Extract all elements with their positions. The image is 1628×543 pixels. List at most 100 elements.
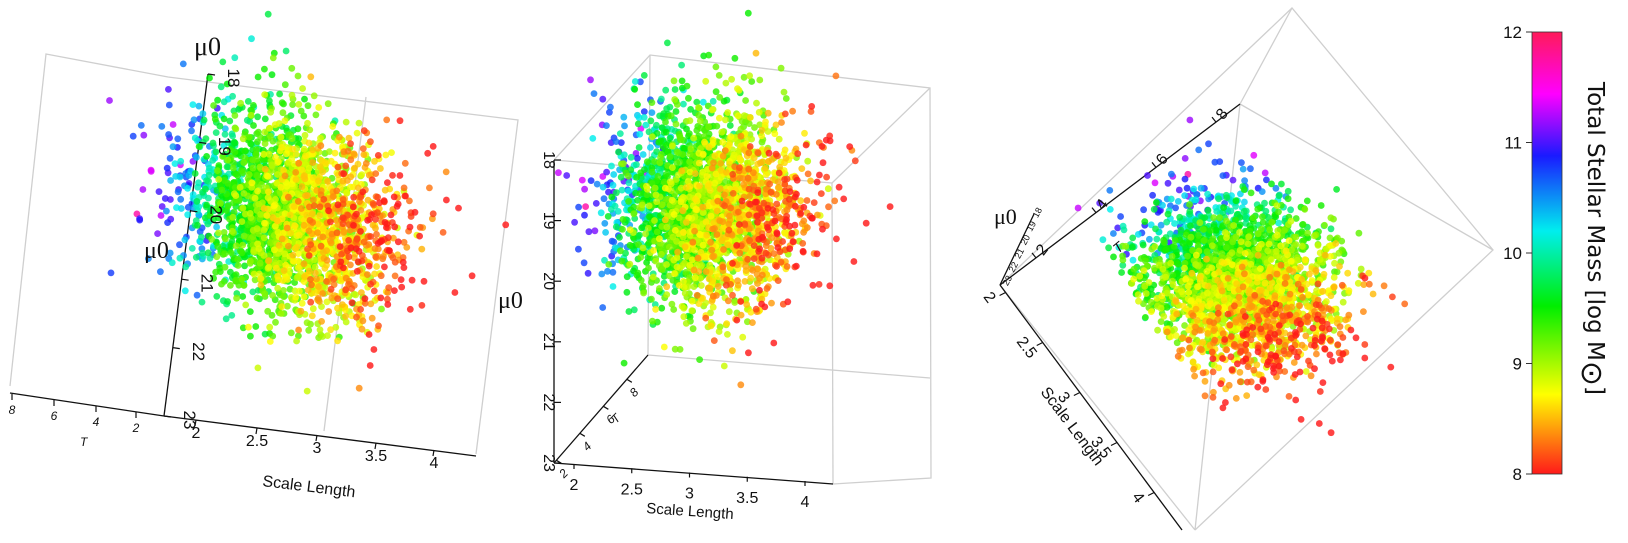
scatter-point	[618, 257, 626, 265]
scatter-point	[607, 103, 614, 111]
scatter-point	[351, 164, 358, 172]
scatter-point	[662, 171, 670, 178]
scatter-point	[203, 201, 211, 209]
scatter-point	[368, 176, 376, 184]
scatter-point	[261, 140, 269, 148]
scatter-point	[387, 211, 395, 219]
scatter-point	[623, 288, 631, 296]
scatter-point	[199, 249, 206, 257]
scatter-point	[271, 121, 279, 129]
scatter-point	[693, 206, 701, 214]
scatter-point	[252, 150, 260, 158]
scatter-point	[599, 95, 607, 103]
scatter-point	[222, 315, 230, 323]
scatter-point	[625, 198, 632, 205]
panel-left-xtick: 2	[192, 425, 201, 442]
scatter-point	[163, 164, 171, 172]
scatter-point	[295, 159, 303, 167]
scatter-point	[285, 193, 292, 201]
scatter-point	[278, 144, 286, 151]
scatter-point	[367, 233, 375, 240]
scatter-point	[451, 289, 459, 296]
scatter-point	[749, 319, 756, 326]
scatter-point	[360, 151, 368, 159]
scatter-point	[324, 100, 332, 108]
scatter-point	[755, 108, 763, 116]
scatter-point	[762, 118, 769, 126]
scatter-point	[214, 243, 222, 250]
scatter-point	[396, 172, 404, 179]
scatter-point	[220, 115, 228, 123]
scatter-point	[731, 299, 739, 306]
scatter-point	[715, 328, 723, 335]
scatter-point	[210, 274, 218, 282]
scatter-point	[204, 220, 212, 228]
scatter-point	[626, 226, 634, 234]
scatter-point	[375, 322, 382, 330]
scatter-point	[426, 184, 433, 192]
scatter-point	[639, 244, 647, 252]
scatter-point	[137, 122, 145, 129]
scatter-point	[288, 91, 296, 99]
scatter-point	[266, 338, 274, 345]
scatter-point	[640, 72, 648, 79]
scatter-point	[195, 143, 203, 150]
scatter-point	[157, 212, 165, 219]
scatter-point	[167, 177, 175, 184]
scatter-point	[735, 87, 743, 94]
scatter-point	[367, 138, 374, 146]
scatter-point	[703, 231, 711, 239]
scatter-point	[224, 298, 232, 305]
scatter-point	[239, 293, 247, 300]
panel-middle-points	[555, 9, 894, 389]
scatter-point	[601, 220, 609, 227]
panel-left-points	[106, 10, 510, 395]
scatter-point	[709, 136, 717, 144]
scatter-point	[323, 257, 331, 264]
scatter-point	[264, 307, 272, 315]
scatter-point	[218, 191, 225, 199]
scatter-point	[229, 132, 237, 140]
scatter-point	[678, 61, 685, 69]
scatter-point	[590, 90, 598, 97]
scatter-point	[389, 172, 396, 179]
scatter-point	[664, 39, 671, 47]
scatter-point	[268, 311, 276, 319]
scatter-point	[638, 224, 646, 232]
scatter-point	[229, 213, 237, 221]
scatter-point	[762, 164, 769, 172]
scatter-point	[212, 129, 220, 137]
scatter-point	[329, 123, 337, 130]
scatter-point	[709, 97, 717, 105]
scatter-point	[647, 144, 654, 151]
scatter-point	[260, 234, 268, 242]
scatter-point	[698, 282, 705, 289]
scatter-point	[198, 233, 205, 241]
scatter-point	[717, 160, 725, 167]
scatter-point	[350, 150, 358, 158]
scatter-point	[224, 202, 232, 210]
scatter-point	[740, 181, 748, 189]
scatter-point	[129, 132, 137, 140]
scatter-point	[219, 58, 227, 66]
scatter-point	[154, 230, 162, 238]
scatter-point	[338, 251, 345, 258]
scatter-point	[620, 113, 628, 121]
scatter-point	[242, 301, 250, 309]
scatter-point	[623, 273, 631, 281]
scatter-point	[678, 167, 686, 175]
scatter-point	[678, 77, 686, 85]
scatter-point	[295, 231, 303, 239]
panel-left-mu0-side: μ0	[144, 238, 169, 264]
scatter-point	[140, 131, 148, 139]
scatter-point	[334, 337, 341, 345]
scatter-point	[212, 148, 220, 156]
scatter-point	[555, 169, 562, 177]
scatter-point	[279, 109, 287, 117]
scatter-point	[261, 65, 268, 73]
scatter-point	[668, 300, 676, 308]
scatter-point	[205, 171, 213, 179]
scatter-point	[274, 284, 282, 292]
scatter-point	[168, 259, 176, 267]
scatter-point	[408, 276, 416, 284]
